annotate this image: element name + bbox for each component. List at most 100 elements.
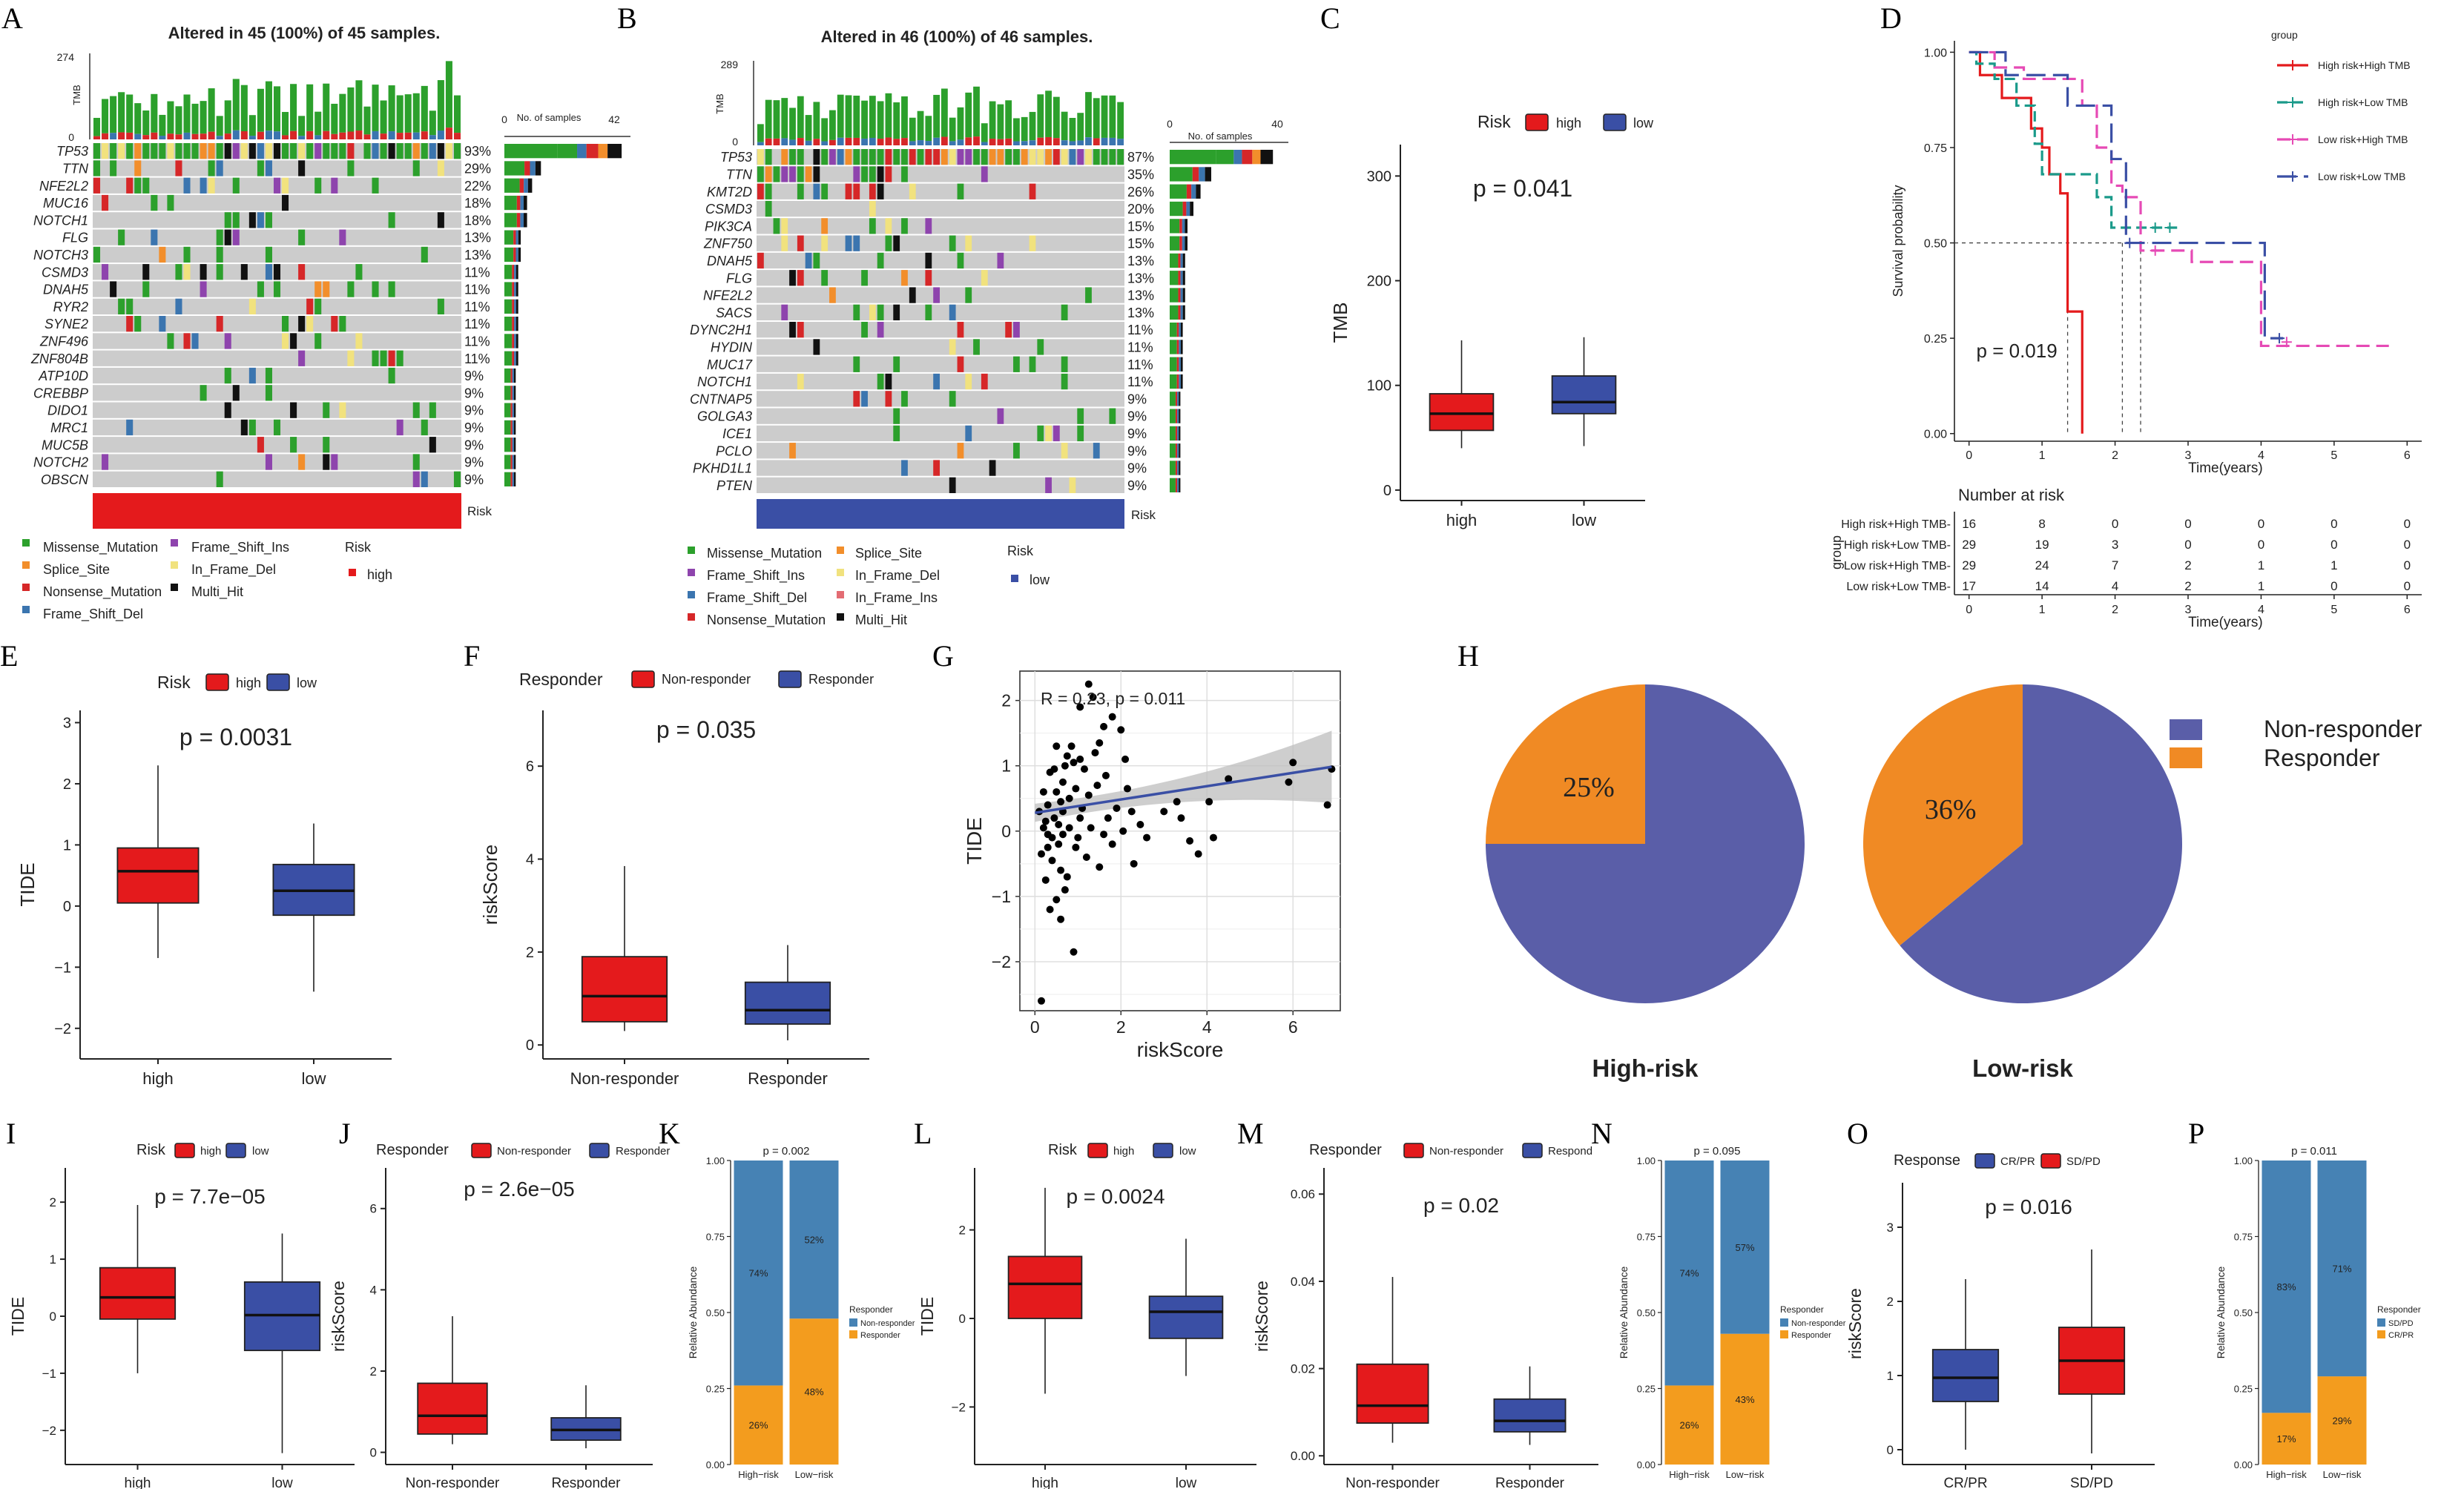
- x-tick-label: 0: [1966, 449, 1972, 462]
- mutation-cell: [290, 143, 297, 159]
- panel-l-legend: Risk high low: [1048, 1142, 1196, 1158]
- mutation-cell: [314, 298, 322, 314]
- tmb-bar-segment: [1029, 140, 1036, 145]
- x-tick-label: 5: [2330, 449, 2337, 462]
- y-axis-label: riskScore: [1845, 1288, 1865, 1359]
- sample-count-segment: [1179, 374, 1181, 389]
- y-tick-label: 2: [370, 1364, 377, 1379]
- pie-group-label: Low-risk: [1972, 1054, 2073, 1082]
- panel-n: N p = 0.095 0.00 0.25 0.50 0.75 1.00 Relative …: [1591, 1117, 1846, 1480]
- panel-a-legend: Missense_Mutation Frame_Shift_Ins Risk S…: [22, 539, 392, 622]
- bar-percent-label: 43%: [1735, 1394, 1754, 1405]
- sample-count-segment: [1180, 340, 1183, 354]
- panel-e-legend-high: high: [236, 676, 261, 690]
- mutation-cell: [869, 149, 876, 165]
- mutation-cell: [191, 143, 199, 159]
- x-tick-label: 1: [2039, 449, 2046, 462]
- legend-b-fs-del: Frame_Shift_Del: [707, 590, 807, 606]
- mutation-cell: [429, 402, 436, 418]
- mutation-cell: [93, 246, 101, 263]
- mutation-cell: [789, 166, 796, 182]
- mutation-cell: [248, 419, 256, 436]
- mutation-cell: [941, 149, 948, 165]
- sample-count-segment: [1192, 167, 1199, 182]
- risk-count: 24: [2035, 558, 2049, 572]
- tmb-bar-segment: [404, 132, 412, 139]
- sample-count-segment: [519, 178, 524, 193]
- tmb-bar: [240, 85, 248, 132]
- scatter-point: [1076, 814, 1084, 822]
- scatter-point: [1039, 788, 1047, 796]
- tmb-bar: [421, 85, 428, 132]
- y-tick-label: 1: [1001, 756, 1011, 776]
- sample-count-segment: [504, 299, 513, 314]
- tmb-bar: [224, 100, 231, 134]
- mutation-cell: [142, 177, 150, 194]
- gene-label: DIDO1: [47, 403, 88, 418]
- y-axis-label: Relative Abundance: [1618, 1267, 1630, 1359]
- sample-count-segment: [1179, 236, 1182, 251]
- tmb-bar: [1061, 111, 1068, 141]
- p-value: p = 0.016: [1985, 1195, 2072, 1218]
- x-tick-label: low: [1176, 1476, 1197, 1489]
- scatter-point: [1143, 833, 1151, 842]
- tmb-bar-segment: [1013, 141, 1020, 145]
- tmb-bar: [853, 95, 860, 138]
- bar-segment-cr-pr: [2317, 1376, 2367, 1465]
- mutation-cell: [805, 166, 812, 182]
- sample-count-segment: [510, 455, 513, 469]
- sample-count-segment: [510, 403, 513, 417]
- mutation-cell: [429, 437, 436, 453]
- tmb-bar: [1085, 92, 1092, 138]
- y-tick-label: 1.00: [706, 1155, 725, 1166]
- gene-label: NFE2L2: [703, 288, 752, 303]
- mutation-cell: [869, 218, 876, 234]
- gene-label: NOTCH2: [33, 455, 88, 470]
- p-value: p = 0.041: [1473, 175, 1572, 202]
- tmb-bar-segment: [757, 142, 764, 145]
- sample-count-segment: [557, 144, 578, 159]
- gene-label: TTN: [62, 161, 89, 176]
- risk-x-tick-label: 6: [2404, 604, 2411, 616]
- p-value: p = 0.02: [1423, 1194, 1499, 1217]
- mutation-cell: [957, 252, 964, 269]
- tmb-bar-segment: [200, 133, 207, 139]
- gene-label: GOLGA3: [697, 409, 752, 424]
- sample-count-segment: [1180, 271, 1183, 285]
- mutation-cell: [224, 367, 231, 384]
- mutation-cell: [183, 333, 191, 349]
- y-axis-label: riskScore: [479, 845, 501, 925]
- legend-cross: [2287, 171, 2298, 182]
- scatter-point: [1096, 739, 1104, 747]
- y-tick-label: −2: [992, 952, 1011, 971]
- mutation-cell: [151, 229, 158, 245]
- mutation-cell: [861, 166, 868, 182]
- panel-letter-e: E: [0, 639, 18, 673]
- sample-count-segment: [1177, 392, 1179, 406]
- tmb-bar-segment: [167, 133, 174, 139]
- tmb-bar: [314, 111, 322, 136]
- tmb-bar-segment: [941, 136, 948, 145]
- sample-count-segment: [1178, 253, 1181, 268]
- mutation-cell: [989, 149, 996, 165]
- risk-x-tick-label: 5: [2330, 604, 2337, 616]
- mutation-cell: [757, 149, 764, 165]
- mutation-cell: [134, 316, 142, 332]
- mutation-cell: [240, 419, 248, 436]
- sample-count-segment: [1196, 184, 1201, 199]
- tmb-bar-segment: [917, 140, 924, 145]
- mutation-cell: [957, 322, 964, 338]
- risk-x-tick-label: 1: [2039, 604, 2046, 616]
- panel-f-legend-nr: Non-responder: [662, 672, 751, 687]
- bar-segment-responder: [1720, 1333, 1770, 1465]
- sample-count-segment: [510, 472, 513, 486]
- matrix-row-bg: [757, 477, 1124, 493]
- risk-x-tick-label: 4: [2258, 604, 2264, 616]
- panel-k-stacked-bar: p = 0.002 0.00 0.25 0.50 0.75 1.00 Relative Ab…: [687, 1145, 915, 1480]
- mutation-cell: [339, 229, 346, 245]
- bar-segment-responder: [734, 1385, 783, 1465]
- censor-mark: [2124, 237, 2135, 248]
- mutation-cell: [183, 246, 191, 263]
- tmb-bar: [925, 116, 932, 142]
- risk-count: 0: [2258, 538, 2264, 552]
